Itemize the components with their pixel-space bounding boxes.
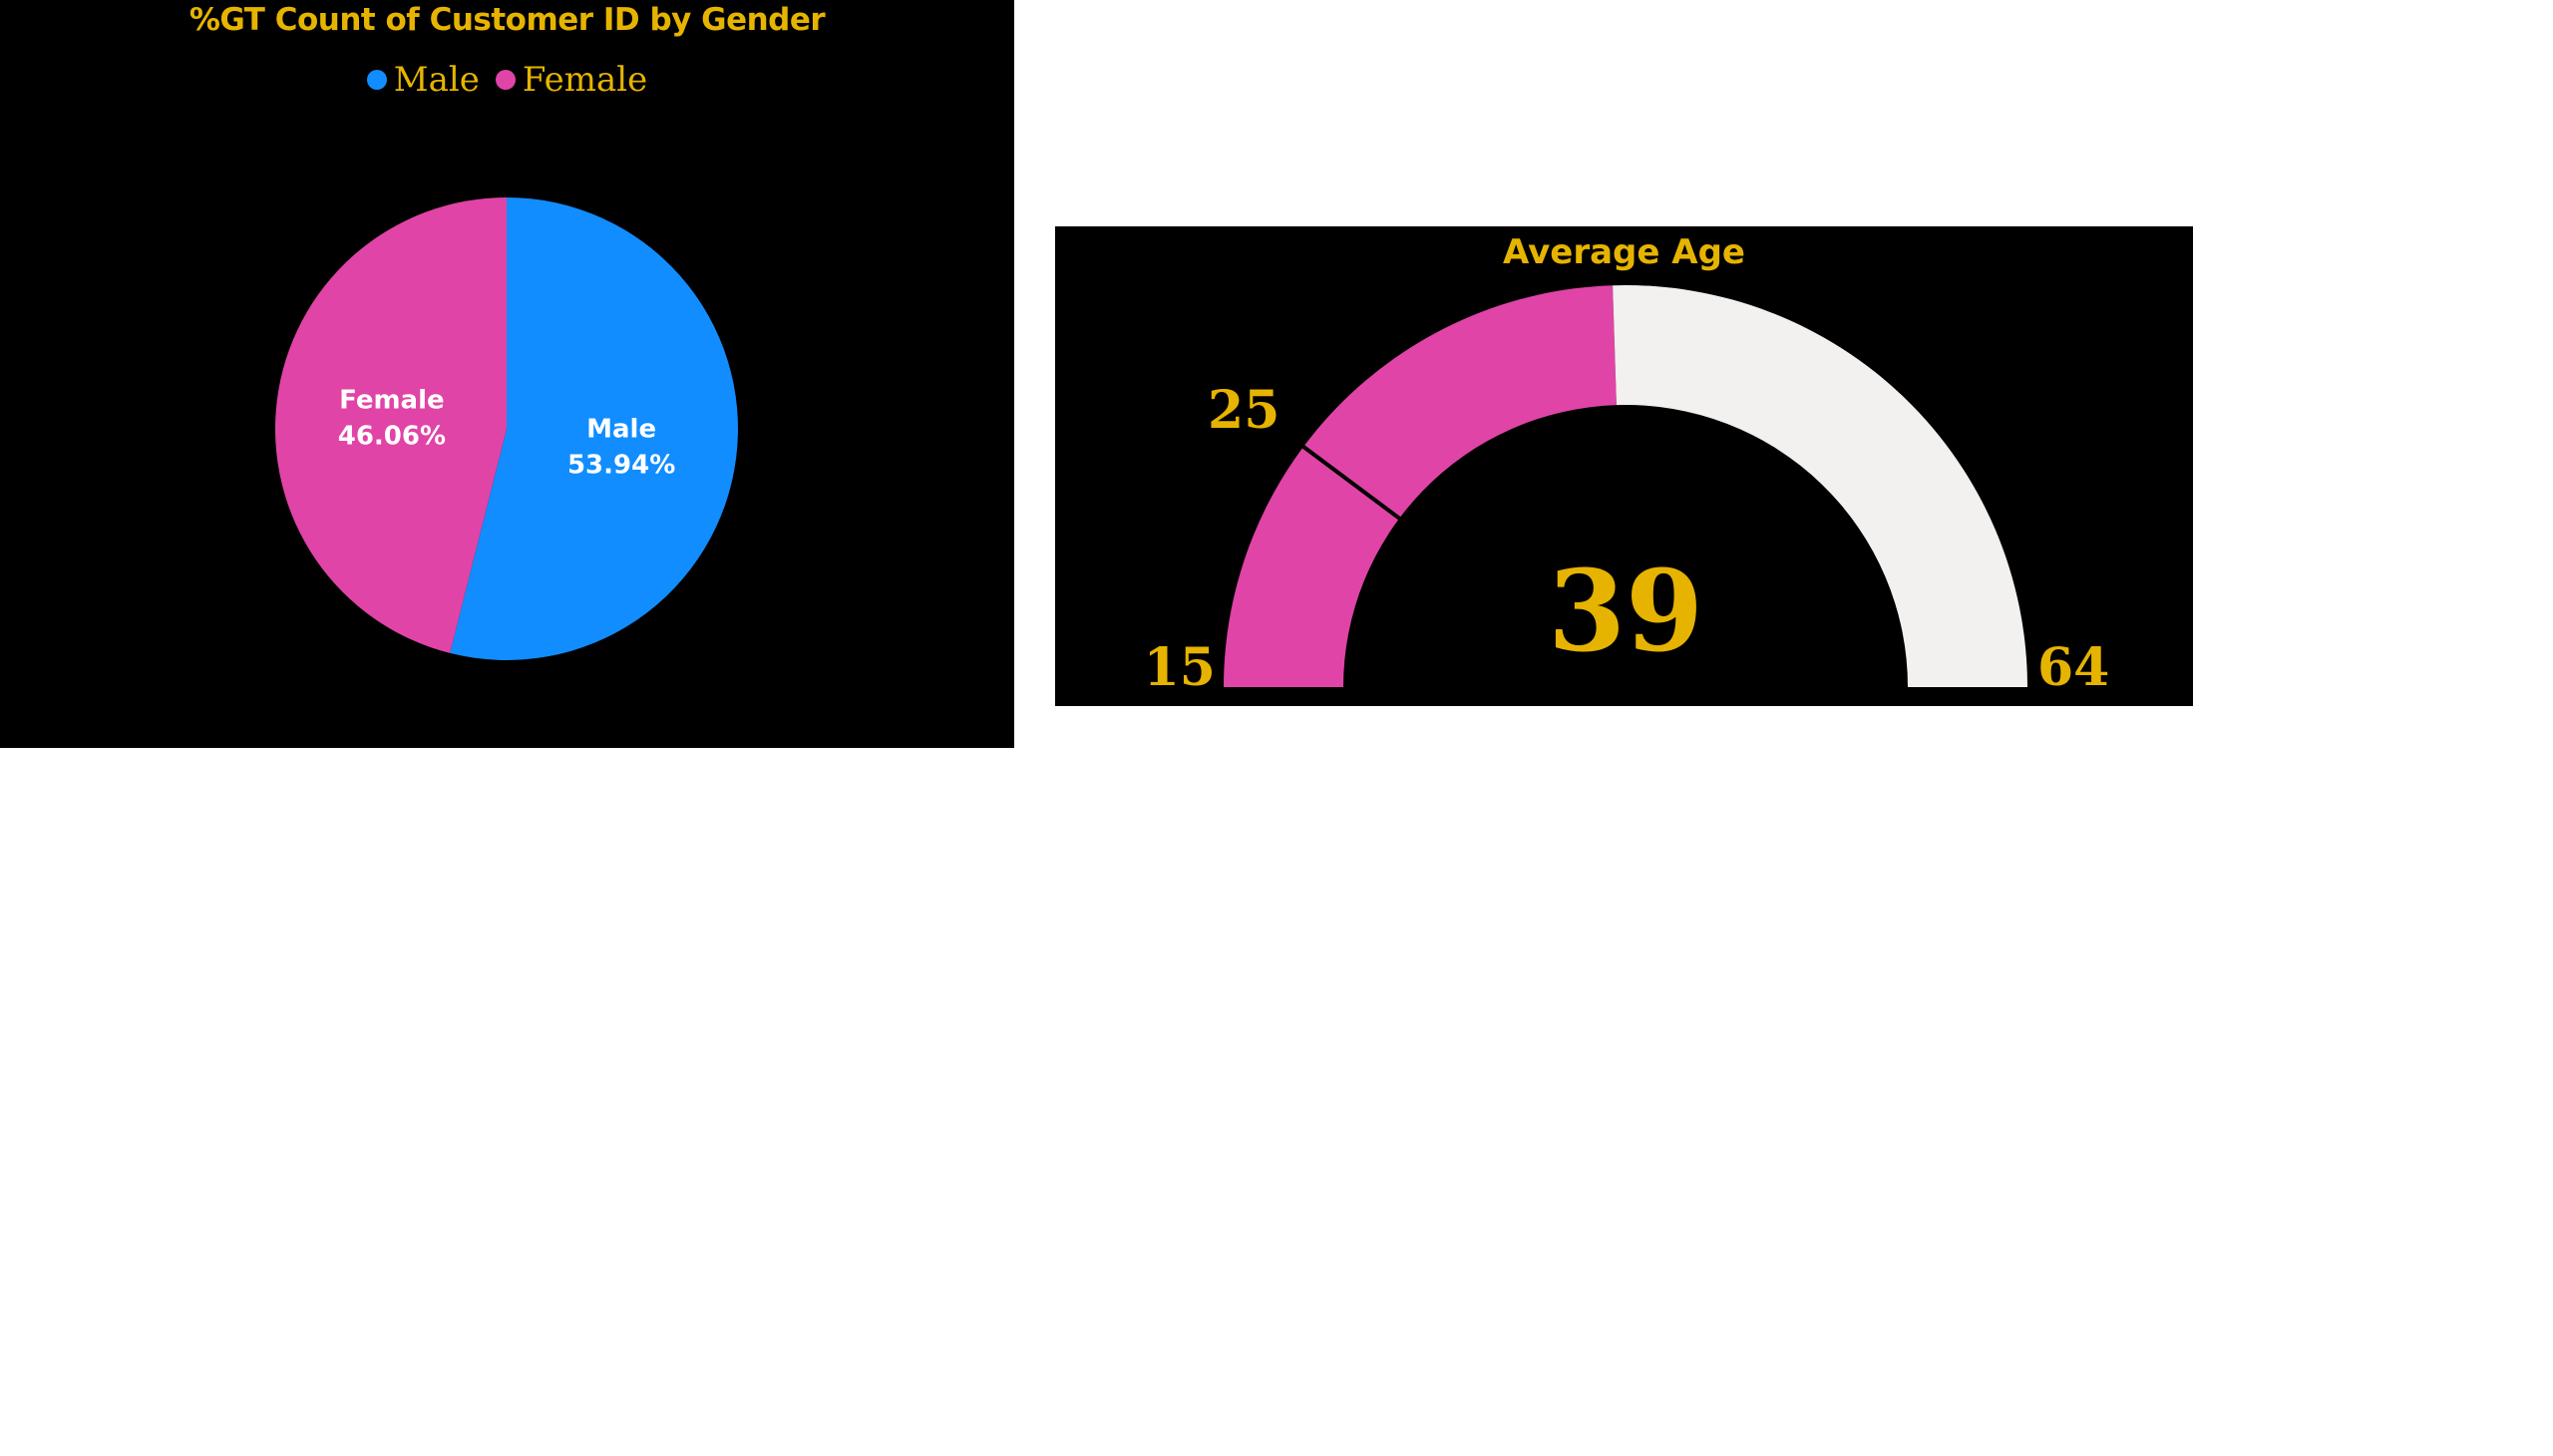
gender-pie-visual[interactable]: %GT Count of Customer ID by Gender Male … [0, 0, 1014, 748]
gauge-value-arc [1224, 285, 1617, 687]
legend-label-male: Male [393, 60, 480, 100]
data-label-female-percent: 46.06% [338, 422, 446, 452]
gauge-track-arc [1613, 285, 2027, 687]
gauge-title: Average Age [1503, 232, 1745, 272]
data-label-female-category: Female [339, 386, 445, 416]
legend-dot-male [366, 70, 387, 90]
legend-item-female[interactable]: Female [495, 60, 648, 100]
pie-chart-canvas: Male 53.94% Female 46.06% [275, 197, 739, 660]
legend-label-female: Female [522, 60, 648, 100]
gauge-max-label: 64 [2037, 637, 2109, 698]
gauge-min-label: 15 [1144, 637, 1216, 698]
pie-slice-female[interactable] [275, 197, 507, 653]
pie-legend: Male Female [0, 60, 1014, 100]
data-label-male-percent: 53.94% [567, 450, 675, 480]
gauge-target-marker [1300, 444, 1402, 522]
average-age-gauge-visual[interactable]: Average Age 39 15 64 25 [1055, 226, 2193, 706]
gauge-value-label: 39 [1548, 546, 1703, 677]
pie-slice-male[interactable] [450, 197, 739, 660]
legend-item-male[interactable]: Male [366, 60, 480, 100]
gauge-canvas: 39 15 64 25 [1144, 285, 2109, 698]
gauge-target-label: 25 [1208, 380, 1279, 441]
data-label-male-category: Male [586, 414, 656, 444]
pie-chart-title: %GT Count of Customer ID by Gender [188, 2, 826, 38]
legend-dot-female [495, 70, 516, 90]
